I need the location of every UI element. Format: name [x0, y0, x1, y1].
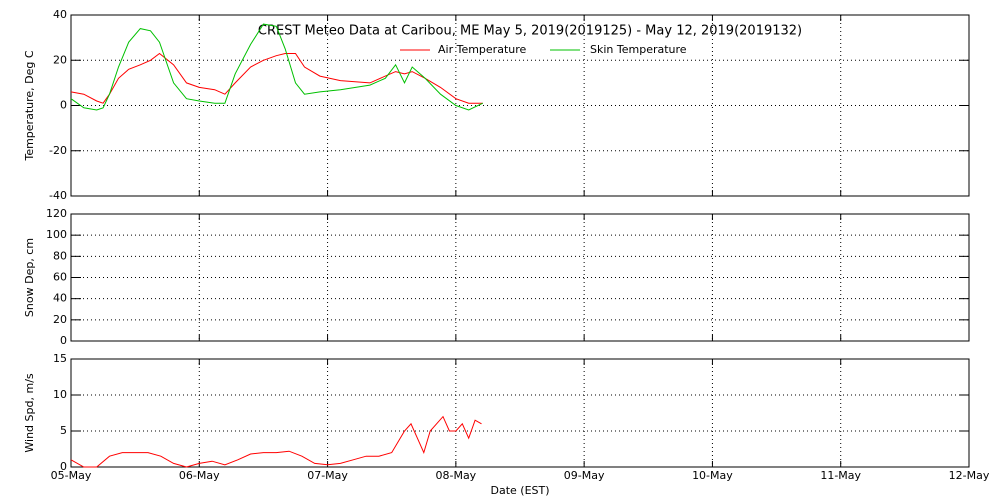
y-tick-label: 0 — [60, 460, 67, 473]
x-tick-label: 09-May — [564, 469, 605, 482]
series-line — [70, 415, 482, 468]
y-tick-label: 100 — [46, 228, 67, 241]
x-tick-label: 10-May — [692, 469, 733, 482]
x-tick-label: 06-May — [179, 469, 220, 482]
plot-frame — [70, 14, 970, 197]
y-tick-label: 120 — [46, 207, 67, 220]
y-tick-label: 60 — [53, 271, 67, 284]
x-tick-label: 12-May — [949, 469, 990, 482]
plot-frame — [70, 213, 970, 342]
y-tick-label: 5 — [60, 424, 67, 437]
x-tick-label: 11-May — [820, 469, 861, 482]
x-tick-label: 05-May — [51, 469, 92, 482]
legend-label: Air Temperature — [438, 43, 527, 56]
legend-label: Skin Temperature — [590, 43, 687, 56]
x-tick-label: 07-May — [307, 469, 348, 482]
y-tick-label: 40 — [53, 8, 67, 21]
x-tick-label: 08-May — [435, 469, 476, 482]
y-tick-label: 10 — [53, 388, 67, 401]
plot-frame — [70, 358, 970, 468]
y-tick-label: -40 — [49, 189, 67, 202]
y-tick-label: 0 — [60, 334, 67, 347]
y-tick-label: 20 — [53, 313, 67, 326]
y-tick-label: 0 — [60, 99, 67, 112]
y-axis-label: Snow Dep, cm — [23, 238, 36, 317]
y-axis-label: Wind Spd, m/s — [23, 373, 36, 453]
y-tick-label: -20 — [49, 144, 67, 157]
series-line — [70, 52, 483, 104]
x-axis-label: Date (EST) — [490, 484, 549, 497]
y-tick-label: 20 — [53, 53, 67, 66]
y-axis-label: Temperature, Deg C — [23, 50, 36, 161]
y-tick-label: 15 — [53, 352, 67, 365]
y-tick-label: 40 — [53, 292, 67, 305]
chart-title: CREST Meteo Data at Caribou, ME May 5, 2… — [258, 24, 802, 39]
y-tick-label: 80 — [53, 249, 67, 262]
series-line — [70, 23, 484, 111]
